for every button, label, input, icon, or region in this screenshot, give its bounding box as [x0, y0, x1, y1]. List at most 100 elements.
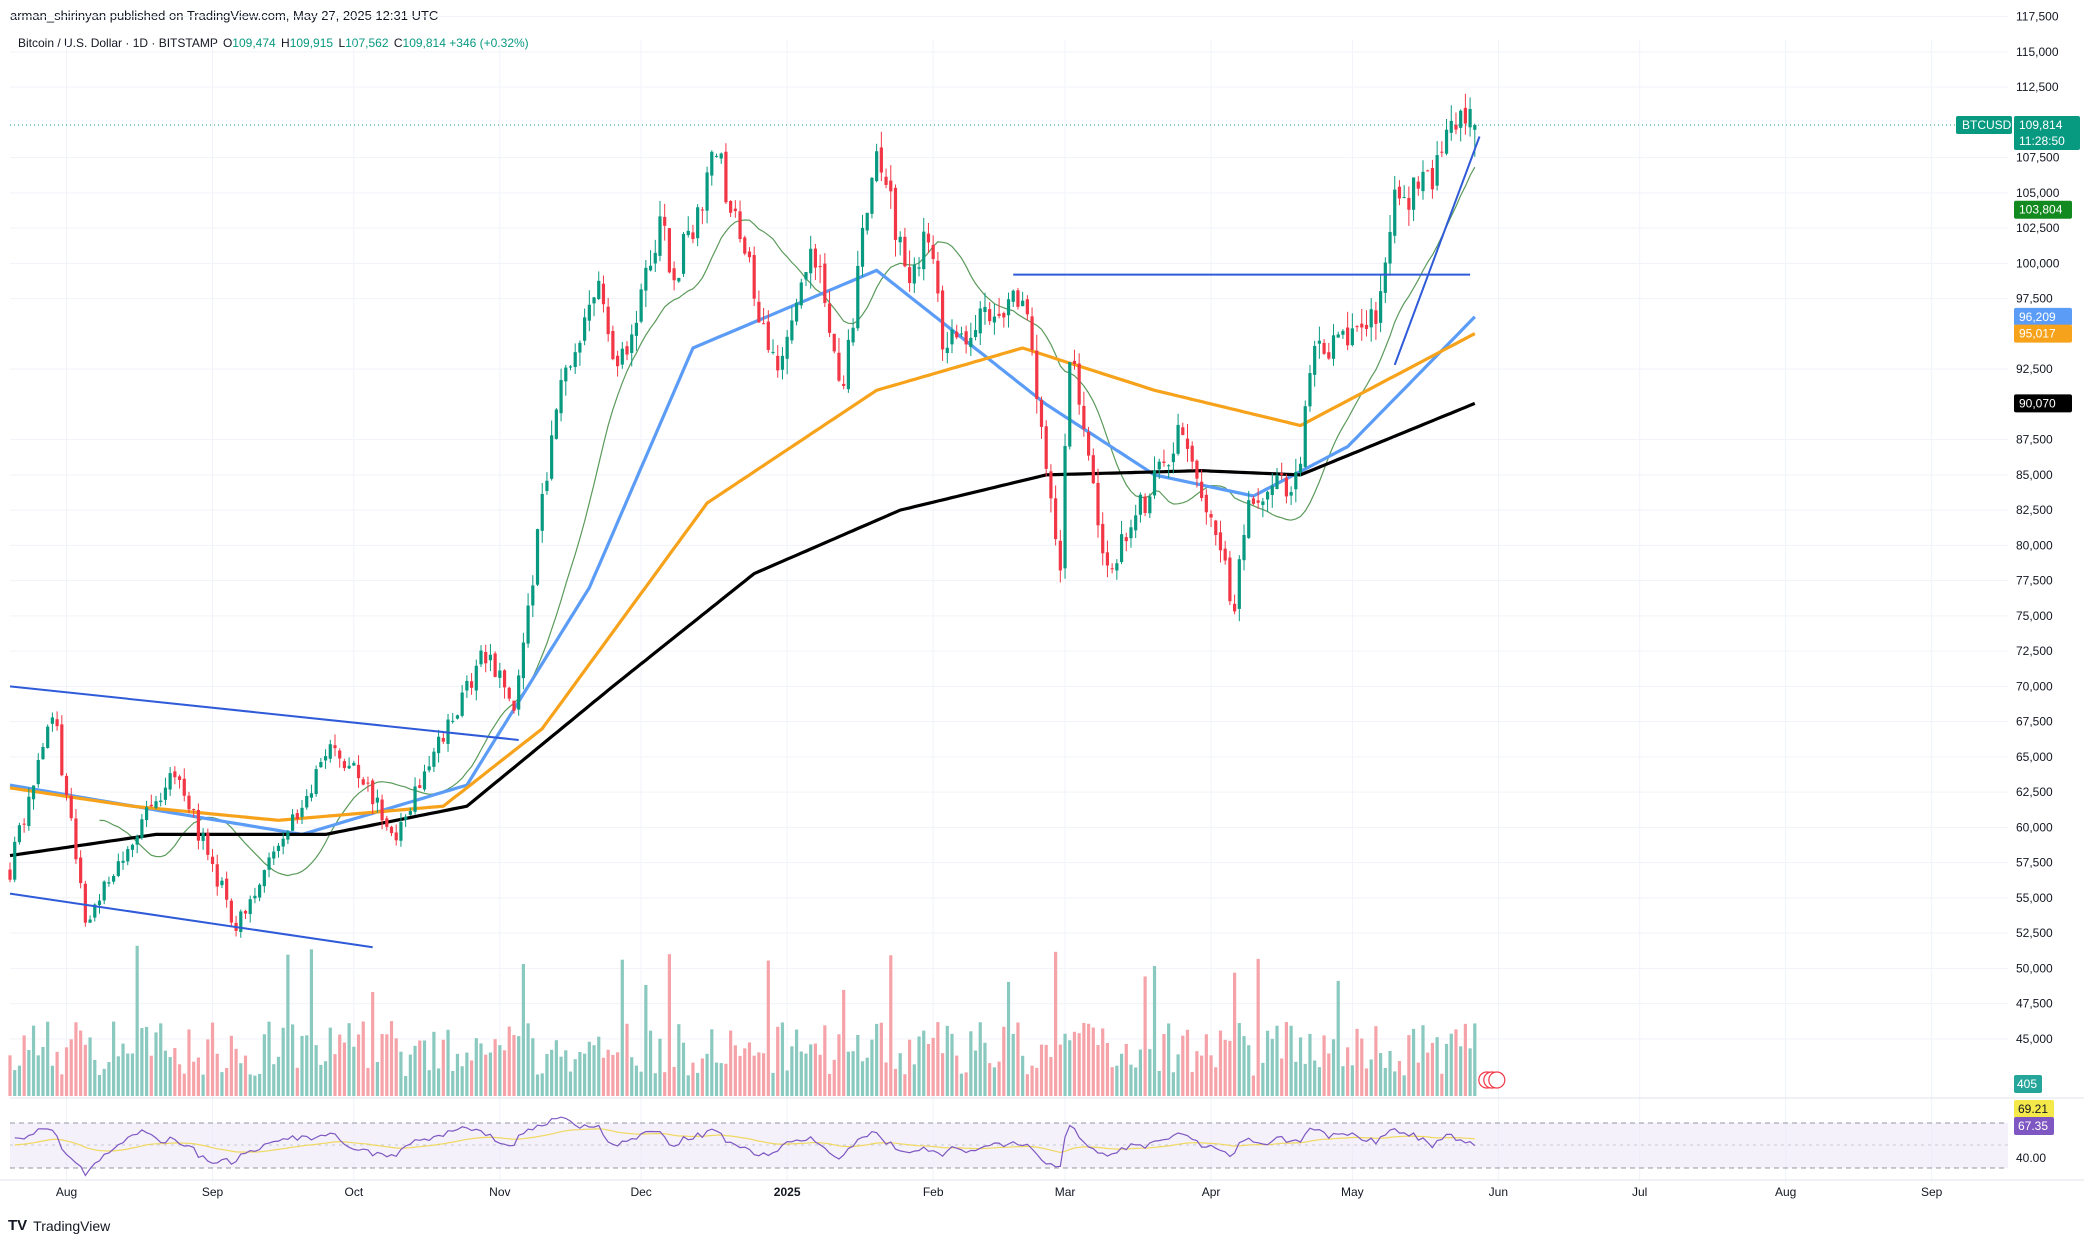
- volume-bar: [837, 1034, 841, 1096]
- candle-body: [484, 652, 488, 664]
- volume-bar: [747, 1042, 752, 1096]
- candle-body: [507, 687, 511, 699]
- price-tag: [2014, 394, 2072, 413]
- candle-body: [168, 773, 172, 790]
- volume-bar: [229, 1035, 233, 1096]
- price-tick-label: 60,000: [2016, 820, 2053, 834]
- rising-trendline: [1393, 136, 1481, 366]
- candle-body: [1411, 177, 1416, 210]
- candle-body: [248, 899, 252, 915]
- candle-body: [540, 493, 544, 531]
- volume-bar: [1209, 1055, 1213, 1096]
- volume-bar: [267, 1021, 271, 1096]
- candle-body: [790, 320, 794, 341]
- candle-body: [940, 290, 945, 350]
- rsi-ma-tag-value: 69.21: [2018, 1102, 2048, 1116]
- volume-bar: [667, 954, 671, 1096]
- candle-body: [1331, 335, 1336, 359]
- volume-tag: [2014, 1075, 2042, 1093]
- price-tick-label: 85,000: [2016, 468, 2053, 482]
- volume-bar: [1021, 1055, 1025, 1096]
- volume-bar: [969, 1031, 973, 1096]
- candle-body: [1298, 463, 1303, 473]
- volume-bar: [1134, 1067, 1138, 1096]
- candle-body: [31, 785, 36, 800]
- candle-body: [215, 864, 219, 887]
- volume-bar: [568, 1071, 573, 1096]
- price-axis: 117,500 115,000 112,500 107,500 105,000 102,5…: [2016, 10, 2060, 1165]
- close-value: 109,814: [402, 36, 446, 50]
- candle-body: [1030, 316, 1034, 350]
- candle-body: [1463, 107, 1467, 124]
- volume-bar: [846, 1051, 850, 1096]
- drawings: [9, 124, 1986, 949]
- candle-body: [1440, 151, 1444, 153]
- candle-body: [1124, 537, 1128, 542]
- volume-bar: [983, 1042, 987, 1096]
- candle-body: [1002, 312, 1006, 318]
- candle-body: [696, 207, 700, 239]
- volume-bar: [323, 1061, 328, 1096]
- volume-bar: [451, 1071, 455, 1096]
- volume-bar: [1035, 1067, 1039, 1096]
- volume-bar: [1317, 1067, 1321, 1096]
- candle-body: [893, 187, 898, 240]
- volume-bar: [832, 1059, 836, 1096]
- candle-body: [663, 216, 667, 226]
- candle-body: [658, 216, 662, 256]
- price-tick-label: 115,000: [2016, 45, 2059, 59]
- volume-bar: [375, 1061, 379, 1096]
- volume-bar: [926, 1043, 931, 1096]
- volume-bar: [8, 1055, 12, 1096]
- candle-body: [1016, 290, 1020, 307]
- volume-bar: [64, 1047, 69, 1096]
- volume-bar: [1322, 1035, 1326, 1096]
- candle-body: [1426, 170, 1430, 172]
- candle-body: [681, 233, 686, 274]
- volume-bar: [1468, 1048, 1472, 1096]
- price-tag: [2014, 324, 2072, 343]
- candle-body: [1218, 532, 1223, 551]
- volume-bar: [809, 1044, 813, 1096]
- candle-body: [319, 762, 323, 768]
- volume-bar: [385, 1034, 389, 1096]
- volume-bar: [696, 1072, 700, 1096]
- tradingview-brand[interactable]: TV TradingView: [8, 1217, 110, 1234]
- rsi-ma-tag: [2014, 1100, 2054, 1118]
- volume-bar: [1016, 1022, 1020, 1096]
- volume-bar: [639, 1071, 643, 1096]
- candle-body: [1270, 485, 1274, 496]
- candle-body: [1449, 120, 1453, 133]
- volume-bar: [1374, 1026, 1378, 1096]
- volume-bar: [88, 1037, 92, 1096]
- volume-bar: [889, 955, 893, 1096]
- volume-bar: [578, 1052, 582, 1096]
- volume-bar: [460, 1066, 464, 1096]
- candle-body: [922, 231, 926, 270]
- candle-body: [36, 759, 40, 785]
- volume-bar: [418, 1040, 422, 1096]
- volume-bar: [328, 1027, 332, 1096]
- candle-body: [1237, 559, 1241, 609]
- volume-bar: [1265, 1030, 1270, 1096]
- volume-bar: [300, 1035, 304, 1096]
- candle-body: [437, 736, 441, 754]
- candle-body: [347, 765, 351, 769]
- candle-body: [776, 355, 780, 371]
- volume-bar: [1002, 1026, 1006, 1096]
- volume-bar: [225, 1067, 229, 1096]
- candle-body: [375, 797, 379, 803]
- volume-bar: [1148, 1049, 1152, 1096]
- candle-body: [229, 900, 233, 923]
- volume-bar: [163, 1050, 168, 1096]
- candle-body: [1407, 198, 1411, 210]
- volume-bar: [1223, 1039, 1227, 1096]
- candle-body: [1383, 262, 1387, 293]
- symbol-name[interactable]: Bitcoin / U.S. Dollar · 1D · BITSTAMP: [18, 36, 218, 50]
- volume-bar: [691, 1062, 695, 1096]
- volume-bar: [1336, 980, 1340, 1096]
- volume-bar: [502, 1050, 507, 1096]
- candle-body: [121, 860, 125, 863]
- candle-body: [154, 801, 158, 808]
